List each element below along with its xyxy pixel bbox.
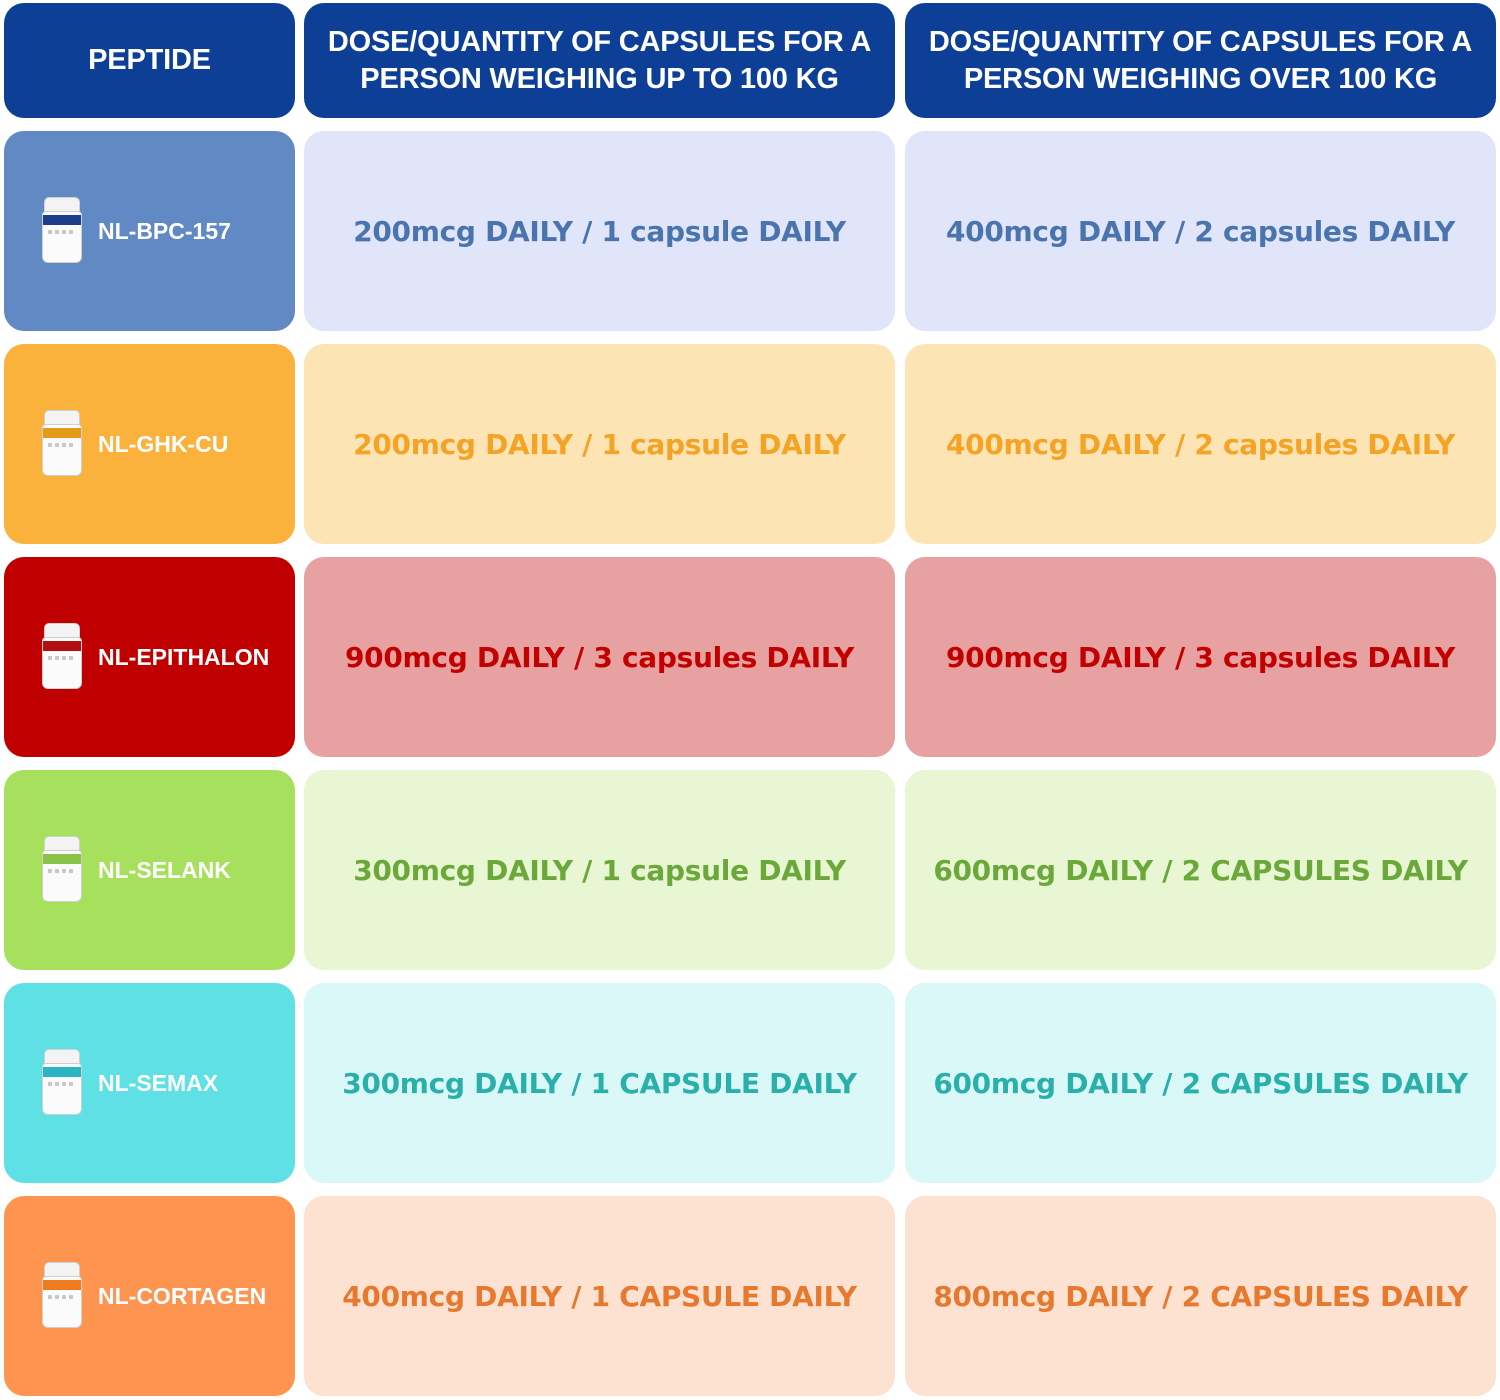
dose-up-to-100kg-text: 200mcg DAILY / 1 capsule DAILY [353, 214, 846, 248]
peptide-name: NL-SELANK [98, 856, 231, 883]
dose-over-100kg-text: 600mcg DAILY / 2 CAPSULES DAILY [933, 853, 1468, 887]
peptide-cell-semax: NL-SEMAX [4, 983, 295, 1183]
product-jar-icon [42, 197, 82, 265]
product-jar-icon [42, 836, 82, 904]
dose-up-to-100kg-text: 200mcg DAILY / 1 capsule DAILY [353, 427, 846, 461]
product-jar-icon [42, 410, 82, 478]
dose-up-to-100kg-text: 300mcg DAILY / 1 capsule DAILY [353, 853, 846, 887]
dose-up-to-100kg-cell: 200mcg DAILY / 1 capsule DAILY [304, 344, 895, 544]
header-dose-over-100kg-label: DOSE/QUANTITY OF CAPSULES FOR A PERSON W… [928, 25, 1473, 95]
peptide-cell-cortagen: NL-CORTAGEN [4, 1196, 295, 1396]
dose-up-to-100kg-cell: 300mcg DAILY / 1 capsule DAILY [304, 770, 895, 970]
dose-up-to-100kg-text: 400mcg DAILY / 1 CAPSULE DAILY [342, 1279, 857, 1313]
peptide-name: NL-SEMAX [98, 1069, 219, 1096]
peptide-cell-ghk-cu: NL-GHK-CU [4, 344, 295, 544]
product-jar-icon [42, 623, 82, 691]
dose-over-100kg-text: 600mcg DAILY / 2 CAPSULES DAILY [933, 1066, 1468, 1100]
dose-up-to-100kg-cell: 900mcg DAILY / 3 capsules DAILY [304, 557, 895, 757]
header-peptide-label: PEPTIDE [88, 44, 211, 76]
dose-over-100kg-text: 800mcg DAILY / 2 CAPSULES DAILY [933, 1279, 1468, 1313]
peptide-cell-selank: NL-SELANK [4, 770, 295, 970]
dose-over-100kg-cell: 600mcg DAILY / 2 CAPSULES DAILY [905, 983, 1496, 1183]
product-jar-icon [42, 1262, 82, 1330]
peptide-cell-bpc-157: NL-BPC-157 [4, 131, 295, 331]
dose-over-100kg-text: 400mcg DAILY / 2 capsules DAILY [946, 427, 1455, 461]
peptide-name: NL-BPC-157 [98, 217, 231, 244]
dose-up-to-100kg-cell: 300mcg DAILY / 1 CAPSULE DAILY [304, 983, 895, 1183]
dose-up-to-100kg-text: 300mcg DAILY / 1 CAPSULE DAILY [342, 1066, 857, 1100]
peptide-name: NL-EPITHALON [98, 643, 270, 670]
dose-over-100kg-cell: 600mcg DAILY / 2 CAPSULES DAILY [905, 770, 1496, 970]
dose-over-100kg-text: 900mcg DAILY / 3 capsules DAILY [946, 640, 1455, 674]
header-dose-up-to-100kg-label: DOSE/QUANTITY OF CAPSULES FOR A PERSON W… [327, 25, 872, 95]
peptide-name: NL-GHK-CU [98, 430, 229, 457]
dose-over-100kg-cell: 400mcg DAILY / 2 capsules DAILY [905, 131, 1496, 331]
dose-over-100kg-text: 400mcg DAILY / 2 capsules DAILY [946, 214, 1455, 248]
dose-over-100kg-cell: 400mcg DAILY / 2 capsules DAILY [905, 344, 1496, 544]
header-dose-over-100kg: DOSE/QUANTITY OF CAPSULES FOR A PERSON W… [905, 3, 1496, 118]
peptide-cell-epithalon: NL-EPITHALON [4, 557, 295, 757]
header-peptide: PEPTIDE [4, 3, 295, 118]
product-jar-icon [42, 1049, 82, 1117]
header-dose-up-to-100kg: DOSE/QUANTITY OF CAPSULES FOR A PERSON W… [304, 3, 895, 118]
dose-up-to-100kg-cell: 200mcg DAILY / 1 capsule DAILY [304, 131, 895, 331]
peptide-name: NL-CORTAGEN [98, 1282, 267, 1309]
dose-over-100kg-cell: 800mcg DAILY / 2 CAPSULES DAILY [905, 1196, 1496, 1396]
dose-over-100kg-cell: 900mcg DAILY / 3 capsules DAILY [905, 557, 1496, 757]
dose-up-to-100kg-text: 900mcg DAILY / 3 capsules DAILY [345, 640, 854, 674]
dose-up-to-100kg-cell: 400mcg DAILY / 1 CAPSULE DAILY [304, 1196, 895, 1396]
